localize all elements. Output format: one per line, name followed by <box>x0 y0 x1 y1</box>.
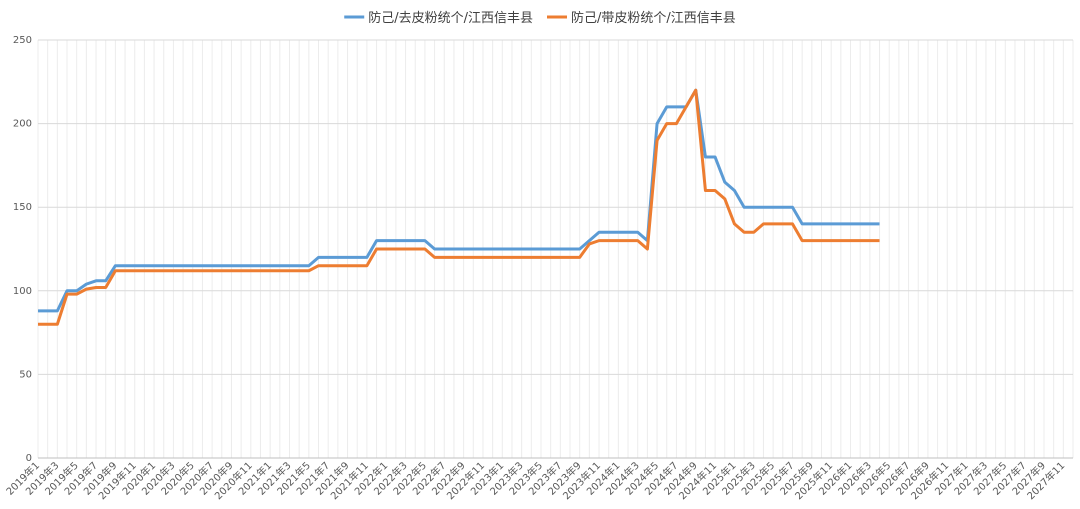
y-tick-label: 50 <box>19 369 32 380</box>
legend-label: 防己/去皮粉统个/江西信丰县 <box>368 10 533 26</box>
y-tick-label: 150 <box>13 202 32 213</box>
y-tick-label: 0 <box>26 453 32 464</box>
series-line <box>38 88 880 326</box>
y-tick-label: 200 <box>13 119 32 130</box>
y-tick-label: 250 <box>13 35 32 46</box>
y-tick-label: 100 <box>13 286 32 297</box>
legend-label: 防己/带皮粉统个/江西信丰县 <box>571 10 736 26</box>
series-line <box>38 88 880 313</box>
legend: 防己/去皮粉统个/江西信丰县 防己/带皮粉统个/江西信丰县 <box>344 10 736 26</box>
